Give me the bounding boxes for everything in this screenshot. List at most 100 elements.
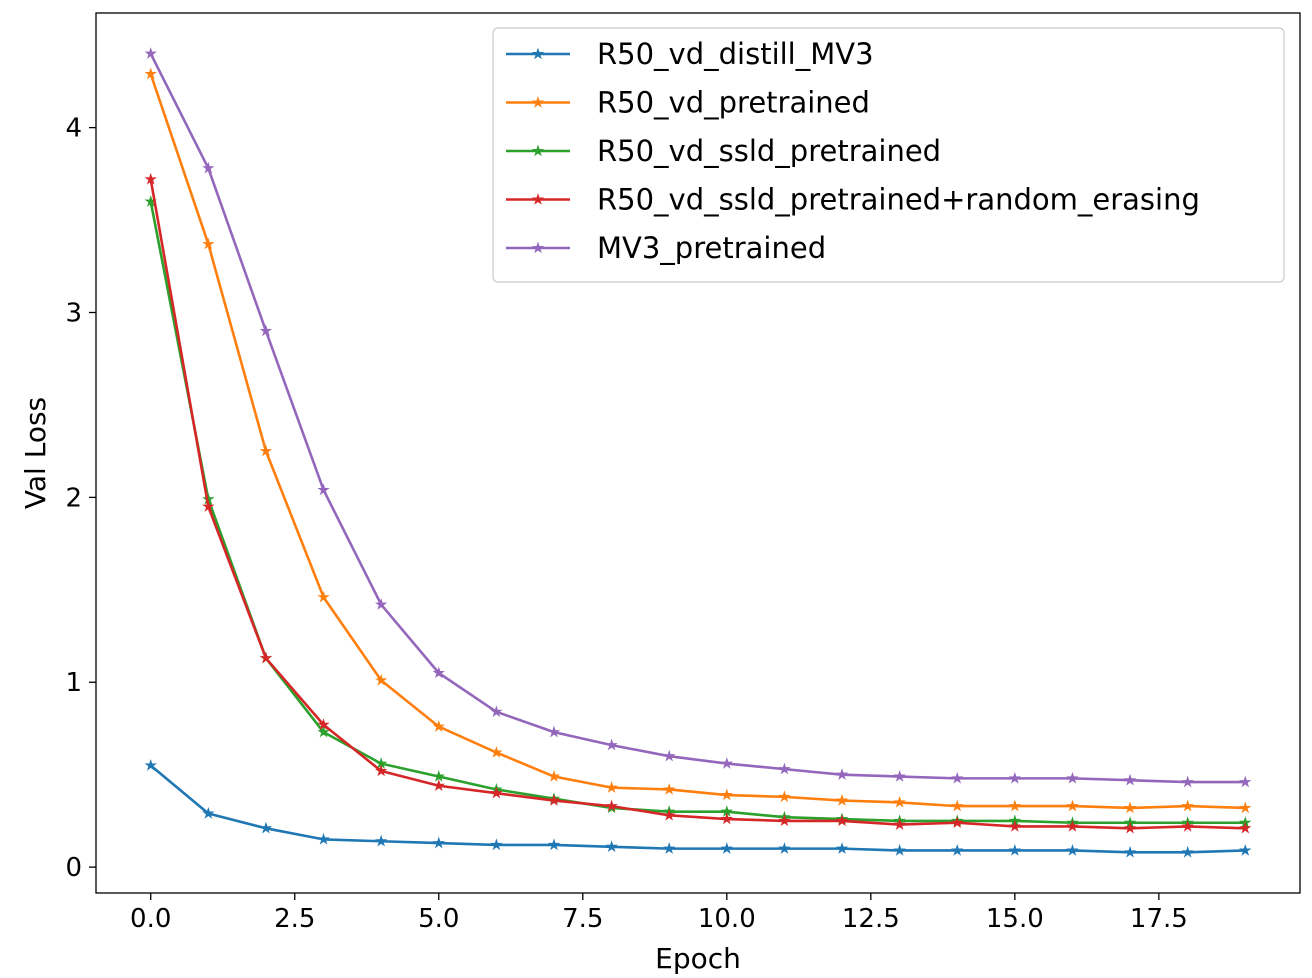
data-point [202,237,215,250]
data-point [663,842,676,854]
legend-marker [531,96,545,108]
legend-item: R50_vd_pretrained [506,86,870,120]
data-point [893,843,906,856]
x-tick-label: 17.5 [1130,904,1188,934]
data-point [1008,799,1022,812]
data-point [1239,843,1252,856]
legend-item: R50_vd_ssld_pretrained+random_erasing [506,183,1200,217]
y-tick-label: 2 [65,483,82,513]
x-axis-label: Epoch [655,942,741,974]
data-point [951,799,964,812]
legend-label: R50_vd_ssld_pretrained+random_erasing [597,183,1200,217]
y-tick-label: 3 [65,298,82,328]
data-point [432,779,445,792]
data-point [720,757,733,769]
data-point [720,805,733,817]
data-point [144,67,157,80]
plot-frame [95,12,1301,894]
data-point [778,842,791,854]
data-point [317,718,330,731]
legend-marker [531,241,545,254]
x-tick-label: 2.5 [274,904,315,934]
data-point [432,836,445,849]
data-point [1066,771,1079,784]
series-r50-vd-distill-mv3 [144,758,1252,858]
data-point [1066,843,1079,856]
data-point [1181,775,1194,788]
data-point [432,770,445,782]
data-point [547,838,561,851]
data-point [432,666,445,679]
data-point [259,324,273,337]
legend-marker [531,144,545,157]
data-point [1066,799,1079,812]
data-point [605,799,618,812]
data-point [374,598,388,610]
data-point [1239,775,1252,788]
data-point [720,812,733,825]
y-axis-label: Val Loss [19,397,52,509]
data-point [663,808,676,821]
data-point [893,795,906,808]
data-point [778,790,791,803]
data-point [1123,801,1137,814]
data-point [490,786,503,799]
legend-marker [531,47,545,60]
data-point [490,705,503,718]
series-line [149,179,1246,830]
legend: R50_vd_distill_MV3 R50_vd_pretrained R50_v… [492,27,1285,283]
data-point [1239,801,1252,814]
data-point [1239,821,1252,834]
data-point [778,762,791,775]
series-line [149,73,1246,810]
data-point [951,771,964,784]
x-tick-label: 12.5 [842,904,900,934]
data-point [1123,773,1137,786]
data-point [1123,845,1137,858]
data-point [547,725,561,738]
data-point [1181,799,1194,812]
data-point [951,816,964,829]
series-line [149,201,1246,825]
data-point [202,492,215,505]
data-point [1123,821,1137,834]
data-point [835,794,849,806]
data-point [835,842,849,854]
data-point [432,720,445,732]
x-tick-label: 10.0 [698,904,756,934]
data-point [1008,771,1022,784]
data-point [951,843,964,856]
data-point [835,768,849,780]
data-point [1008,819,1022,832]
x-tick-label: 15.0 [986,904,1044,934]
data-point [374,764,388,777]
data-point [893,818,906,830]
data-point [374,757,388,769]
legend-item: R50_vd_distill_MV3 [506,37,874,71]
data-point [202,500,215,512]
data-point [374,834,388,847]
data-point [317,483,330,496]
data-point [259,651,273,664]
data-point [893,770,906,782]
data-point [317,725,330,738]
series-r50-vd-ssld-pretrained-random-erasing [144,172,1252,834]
legend-box [492,27,1285,283]
y-tick-label: 0 [65,853,82,883]
data-point [144,758,157,771]
data-point [663,749,676,762]
legend-label: R50_vd_ssld_pretrained [597,134,941,168]
y-tick-label: 4 [65,114,82,144]
data-point [259,444,273,457]
series-mv3-pretrained [144,47,1252,788]
series-r50-vd-pretrained [144,67,1252,814]
data-point [778,814,791,827]
data-point [144,47,157,59]
data-point [605,781,618,793]
data-point [547,770,561,782]
data-point [547,794,561,806]
x-tick-label: 0.0 [130,904,171,934]
data-point [374,673,388,686]
